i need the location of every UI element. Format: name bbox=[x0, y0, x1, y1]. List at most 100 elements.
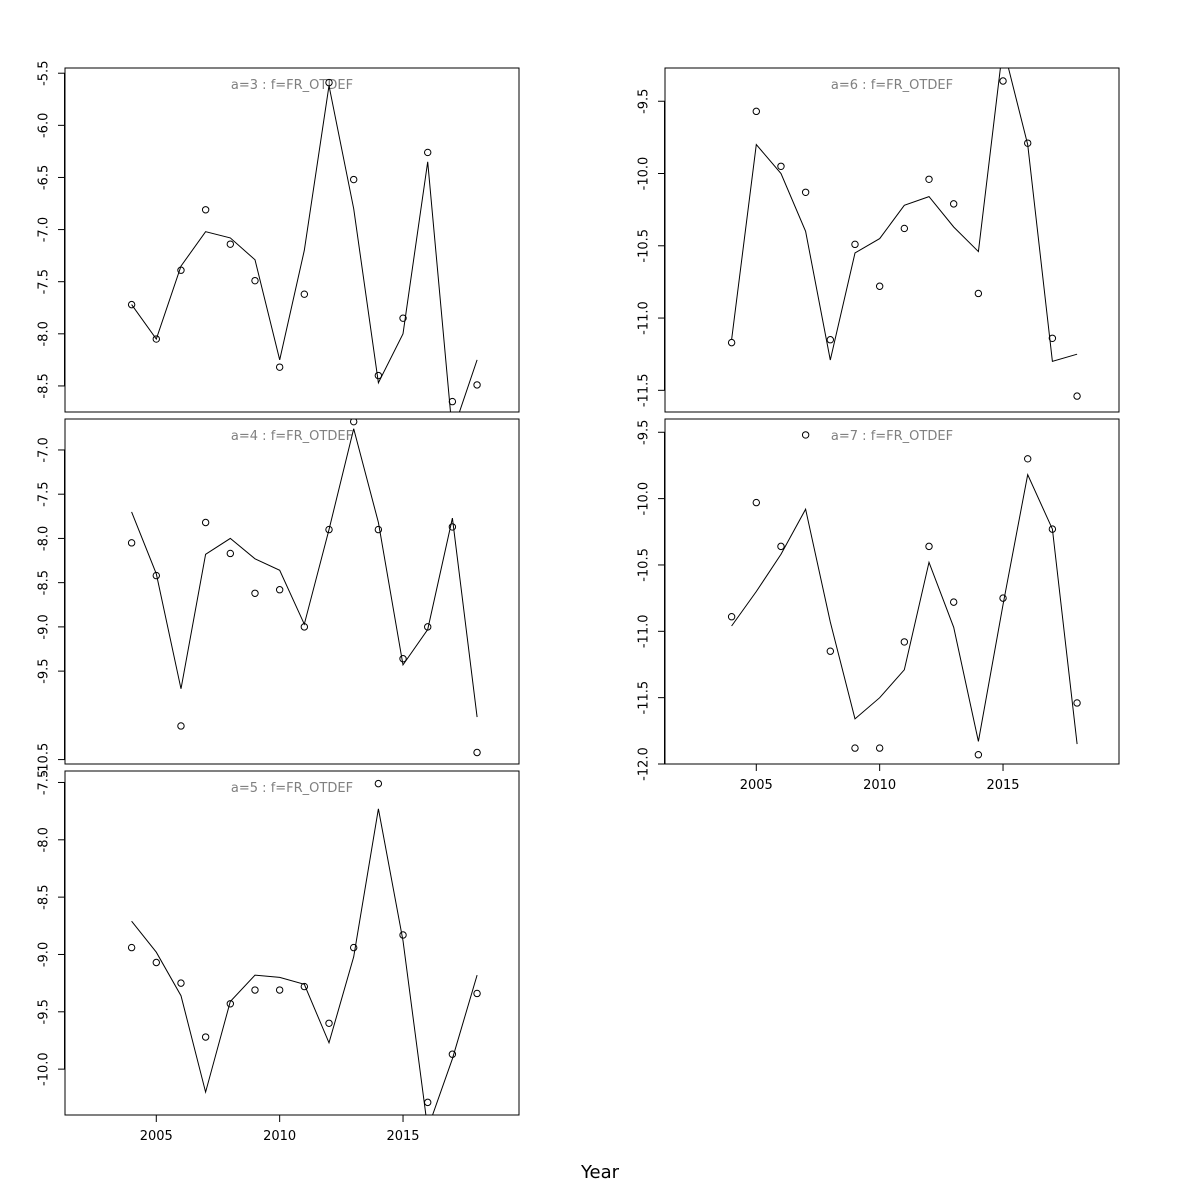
data-point bbox=[925, 542, 933, 551]
y-tick-label: -10.0 bbox=[637, 482, 652, 516]
panel-frame bbox=[664, 418, 1120, 765]
data-point bbox=[251, 589, 259, 597]
data-point bbox=[127, 943, 136, 952]
y-tick-label: -10.5 bbox=[37, 743, 52, 777]
y-tick-label: -6.0 bbox=[37, 113, 52, 138]
data-point bbox=[448, 1050, 457, 1058]
data-point bbox=[448, 397, 457, 406]
y-tick-label: -9.5 bbox=[637, 89, 652, 114]
data-point bbox=[325, 525, 333, 534]
y-tick-label: -11.5 bbox=[637, 373, 652, 407]
data-point bbox=[1048, 334, 1057, 342]
panel-data bbox=[127, 419, 481, 757]
data-point bbox=[424, 148, 432, 157]
data-point bbox=[801, 431, 810, 439]
panel-title: a=5 : f=FR_OTDEF bbox=[231, 781, 353, 796]
data-point bbox=[826, 647, 835, 655]
y-tick-label: -9.5 bbox=[637, 420, 652, 445]
data-point bbox=[949, 200, 958, 208]
y-tick-label: -5.5 bbox=[37, 61, 52, 86]
data-point bbox=[875, 282, 884, 290]
data-point bbox=[201, 518, 210, 527]
data-point bbox=[424, 623, 432, 631]
data-point bbox=[127, 300, 136, 309]
data-point bbox=[201, 1033, 210, 1041]
panel-data bbox=[727, 431, 1081, 759]
y-tick-label: -8.5 bbox=[37, 570, 52, 595]
panel-data bbox=[127, 779, 481, 1115]
panel-data bbox=[727, 68, 1081, 400]
y-tick-label: -9.5 bbox=[37, 658, 52, 683]
x-tick-label: 2010 bbox=[263, 1129, 296, 1144]
data-point bbox=[826, 336, 835, 344]
data-point bbox=[300, 623, 309, 631]
data-point bbox=[999, 594, 1007, 602]
x-tick-label: 2015 bbox=[986, 778, 1019, 793]
panels-layer: -5.5 -6.0 -6.5 -7.0 -7.5 -8.0 -8.5 a=3 : f=FR_O… bbox=[37, 61, 1120, 1144]
y-tick-label: -9.0 bbox=[37, 614, 52, 639]
data-point bbox=[275, 986, 284, 994]
x-tick-label: 2015 bbox=[386, 1129, 419, 1144]
data-point bbox=[1073, 699, 1081, 707]
panel-frame bbox=[664, 67, 1120, 413]
y-tick-label: -7.0 bbox=[37, 437, 52, 462]
y-tick-label: -11.5 bbox=[637, 681, 652, 715]
panel-title: a=3 : f=FR_OTDEF bbox=[231, 78, 353, 93]
data-point bbox=[152, 335, 160, 343]
fit-line bbox=[131, 85, 478, 412]
data-point bbox=[349, 943, 358, 952]
data-point bbox=[300, 290, 309, 298]
y-tick-label: -8.0 bbox=[37, 827, 52, 852]
data-point bbox=[473, 989, 481, 998]
panel-title: a=4 : f=FR_OTDEF bbox=[231, 429, 353, 444]
data-point bbox=[226, 549, 235, 558]
panel-3: -7.5 -8.0 -8.5 -9.0 -9.5 -10.0 2005 2010 2015 a=5… bbox=[37, 770, 520, 1144]
data-point bbox=[399, 655, 407, 663]
data-point bbox=[177, 266, 185, 274]
data-point bbox=[777, 162, 785, 170]
fit-line bbox=[131, 808, 478, 1115]
data-point bbox=[127, 539, 136, 547]
x-tick-label: 2010 bbox=[863, 778, 896, 793]
data-point bbox=[251, 276, 259, 285]
data-point bbox=[473, 748, 481, 757]
y-tick-label: -10.5 bbox=[637, 229, 652, 263]
data-point bbox=[875, 744, 884, 752]
y-tick-label: -8.0 bbox=[37, 526, 52, 551]
data-point bbox=[152, 958, 160, 967]
data-point bbox=[251, 986, 259, 994]
data-point bbox=[374, 779, 383, 788]
y-tick-label: -7.0 bbox=[37, 217, 52, 242]
y-tick-label: -7.5 bbox=[37, 482, 52, 507]
data-point bbox=[325, 1019, 333, 1027]
y-tick-label: -12.0 bbox=[637, 747, 652, 781]
y-tick-label: -10.0 bbox=[37, 1052, 52, 1086]
data-point bbox=[851, 240, 859, 249]
data-point bbox=[374, 525, 383, 534]
data-point bbox=[177, 979, 185, 987]
panel-frame bbox=[64, 418, 520, 765]
data-point bbox=[727, 338, 736, 347]
data-point bbox=[374, 371, 383, 380]
panel-data bbox=[127, 78, 481, 412]
data-point bbox=[1073, 392, 1081, 400]
data-point bbox=[177, 722, 185, 730]
y-tick-label: -9.0 bbox=[37, 942, 52, 967]
data-point bbox=[1048, 525, 1057, 533]
data-point bbox=[974, 289, 983, 298]
data-point bbox=[974, 751, 983, 759]
data-point bbox=[851, 744, 859, 752]
data-point bbox=[900, 224, 909, 233]
x-axis-label: Year bbox=[580, 1162, 620, 1183]
y-tick-label: -6.5 bbox=[37, 165, 52, 190]
data-point bbox=[226, 240, 235, 248]
data-point bbox=[201, 206, 210, 214]
fit-line bbox=[731, 473, 1078, 745]
data-point bbox=[448, 523, 457, 531]
data-point bbox=[226, 1000, 235, 1008]
y-tick-label: -10.5 bbox=[637, 548, 652, 582]
y-tick-label: -7.5 bbox=[37, 770, 52, 795]
y-tick-label: -8.5 bbox=[37, 884, 52, 909]
data-point bbox=[424, 1098, 432, 1107]
